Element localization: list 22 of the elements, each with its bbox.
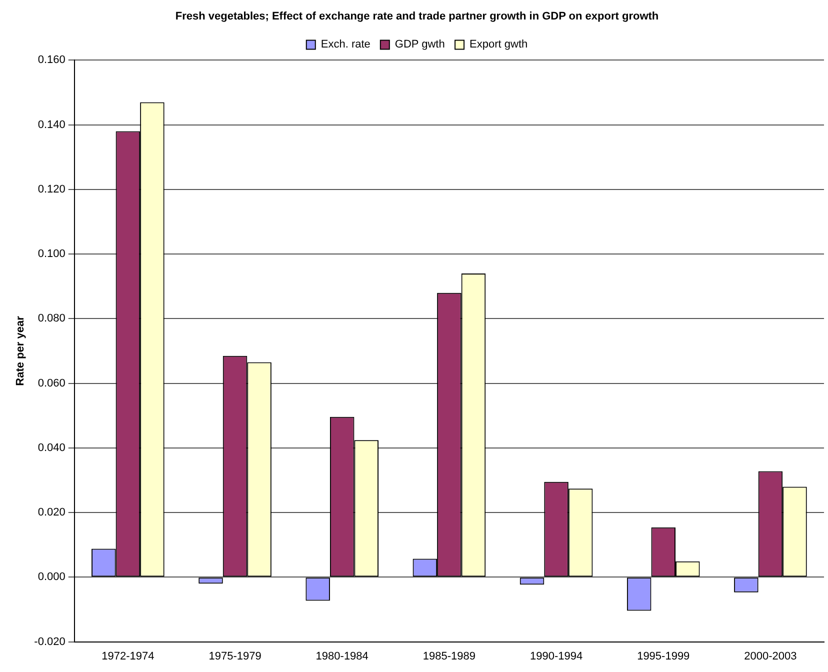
y-tick-label: 0.080 [38,312,66,325]
legend-label: Exch. rate [320,38,370,51]
y-tick-label: 0.100 [38,248,66,260]
legend-label: GDP gwth [394,38,445,51]
y-tick-label: 0.000 [38,571,66,584]
x-tick-label: 2000-2003 [744,650,797,662]
y-tick-label: 0.160 [38,54,66,66]
y-tick-label: 0.120 [38,183,66,196]
y-tick-label: 0.060 [38,377,66,390]
x-tick-label: 1995-1999 [637,650,690,662]
x-tick-label: 1980-1984 [316,650,368,662]
y-tick-label: 0.140 [38,118,66,131]
chart-title: Fresh vegetables; Effect of exchange rate and trade partner growth in GDP on export growth [175,10,659,23]
x-tick-label: 1975-1979 [208,650,262,662]
y-tick-label: -0.020 [34,636,66,648]
y-tick-label: 0.020 [38,506,66,519]
x-tick-label: 1990-1994 [530,650,583,662]
legend-label: Export gwth [470,38,528,51]
x-tick-label: 1972-1974 [102,650,154,662]
x-tick-label: 1985-1989 [422,650,476,662]
y-axis-title: Rate per year [14,315,27,386]
y-tick-label: 0.040 [38,442,66,454]
